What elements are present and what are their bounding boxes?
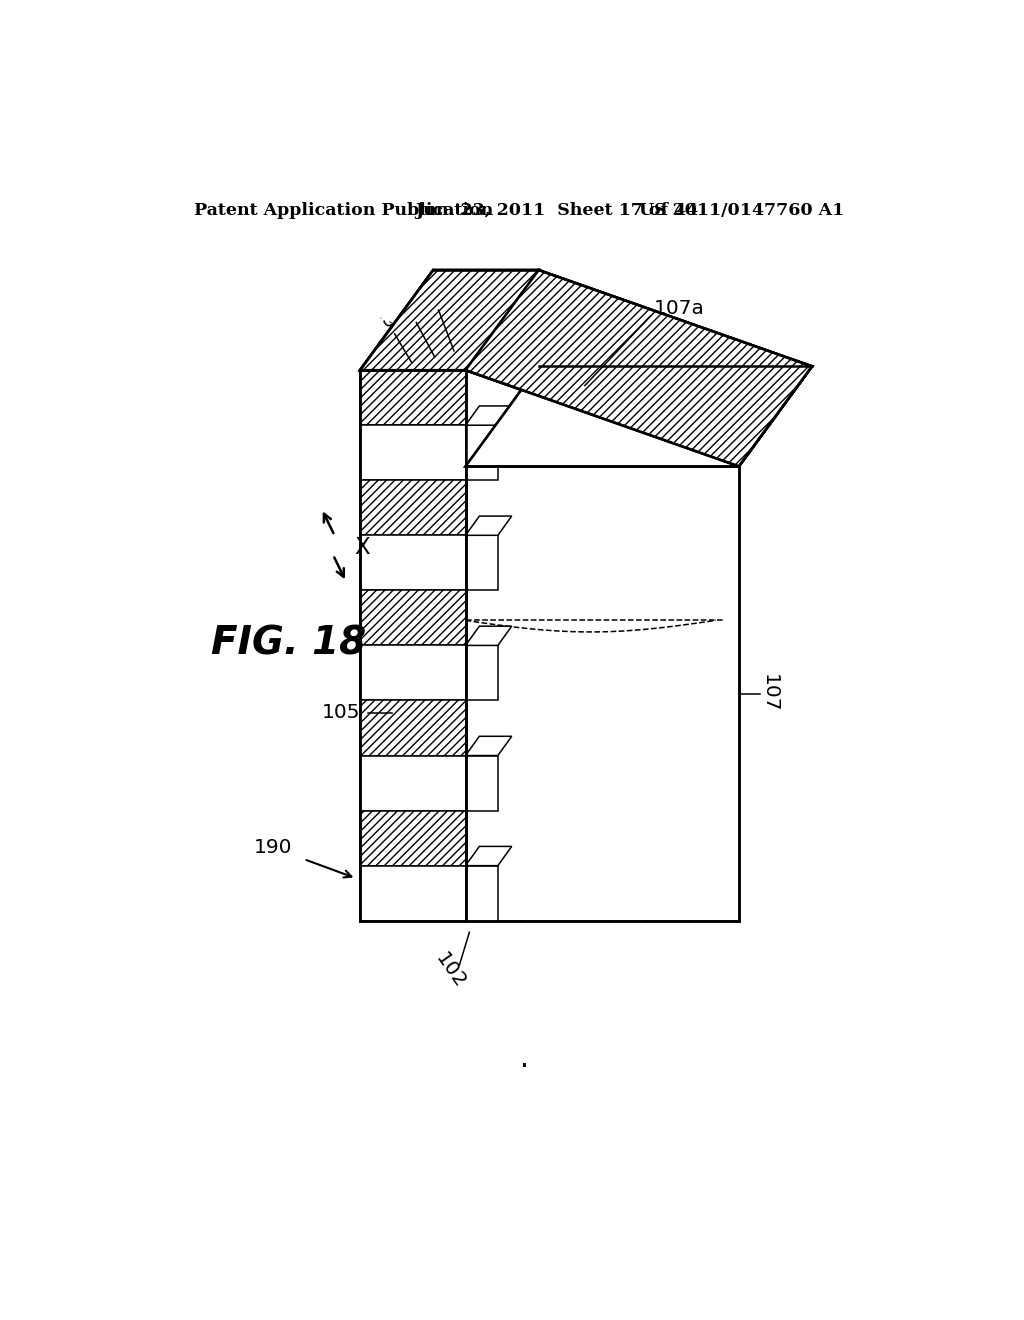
Polygon shape xyxy=(466,866,498,921)
Polygon shape xyxy=(466,626,512,645)
Polygon shape xyxy=(360,536,466,590)
Polygon shape xyxy=(466,846,512,866)
Polygon shape xyxy=(466,516,512,536)
Polygon shape xyxy=(360,590,466,645)
Text: 107: 107 xyxy=(760,675,779,713)
Text: 191: 191 xyxy=(370,302,408,345)
Polygon shape xyxy=(466,367,812,466)
Polygon shape xyxy=(466,645,498,701)
Text: US 2011/0147760 A1: US 2011/0147760 A1 xyxy=(639,202,844,219)
Text: 190: 190 xyxy=(254,838,292,857)
Text: 101: 101 xyxy=(416,280,454,322)
Polygon shape xyxy=(360,271,539,370)
Polygon shape xyxy=(360,810,466,866)
Polygon shape xyxy=(360,866,466,921)
Polygon shape xyxy=(360,425,466,480)
Text: 102: 102 xyxy=(431,949,469,993)
Text: 107a: 107a xyxy=(654,300,706,318)
Polygon shape xyxy=(360,370,466,425)
Text: X: X xyxy=(354,536,370,558)
Polygon shape xyxy=(466,367,812,466)
Polygon shape xyxy=(466,425,498,480)
Polygon shape xyxy=(265,271,812,466)
Text: 105: 105 xyxy=(322,704,360,722)
Text: Patent Application Publication: Patent Application Publication xyxy=(194,202,493,219)
Polygon shape xyxy=(360,701,466,755)
Polygon shape xyxy=(360,271,539,370)
Text: ·: · xyxy=(520,1053,529,1081)
Polygon shape xyxy=(466,271,812,466)
Polygon shape xyxy=(466,737,512,755)
Text: 103: 103 xyxy=(393,292,430,334)
Polygon shape xyxy=(360,645,466,701)
Polygon shape xyxy=(360,271,539,370)
Polygon shape xyxy=(466,271,812,466)
Polygon shape xyxy=(466,755,498,810)
Text: FIG. 18: FIG. 18 xyxy=(211,624,367,663)
Polygon shape xyxy=(360,480,466,536)
Text: Jun. 23, 2011  Sheet 17 of 44: Jun. 23, 2011 Sheet 17 of 44 xyxy=(416,202,698,219)
Polygon shape xyxy=(466,536,498,590)
Polygon shape xyxy=(466,367,812,466)
Polygon shape xyxy=(360,755,466,810)
Polygon shape xyxy=(466,271,812,466)
Text: Y: Y xyxy=(695,433,709,457)
Polygon shape xyxy=(466,407,512,425)
Polygon shape xyxy=(466,466,739,921)
